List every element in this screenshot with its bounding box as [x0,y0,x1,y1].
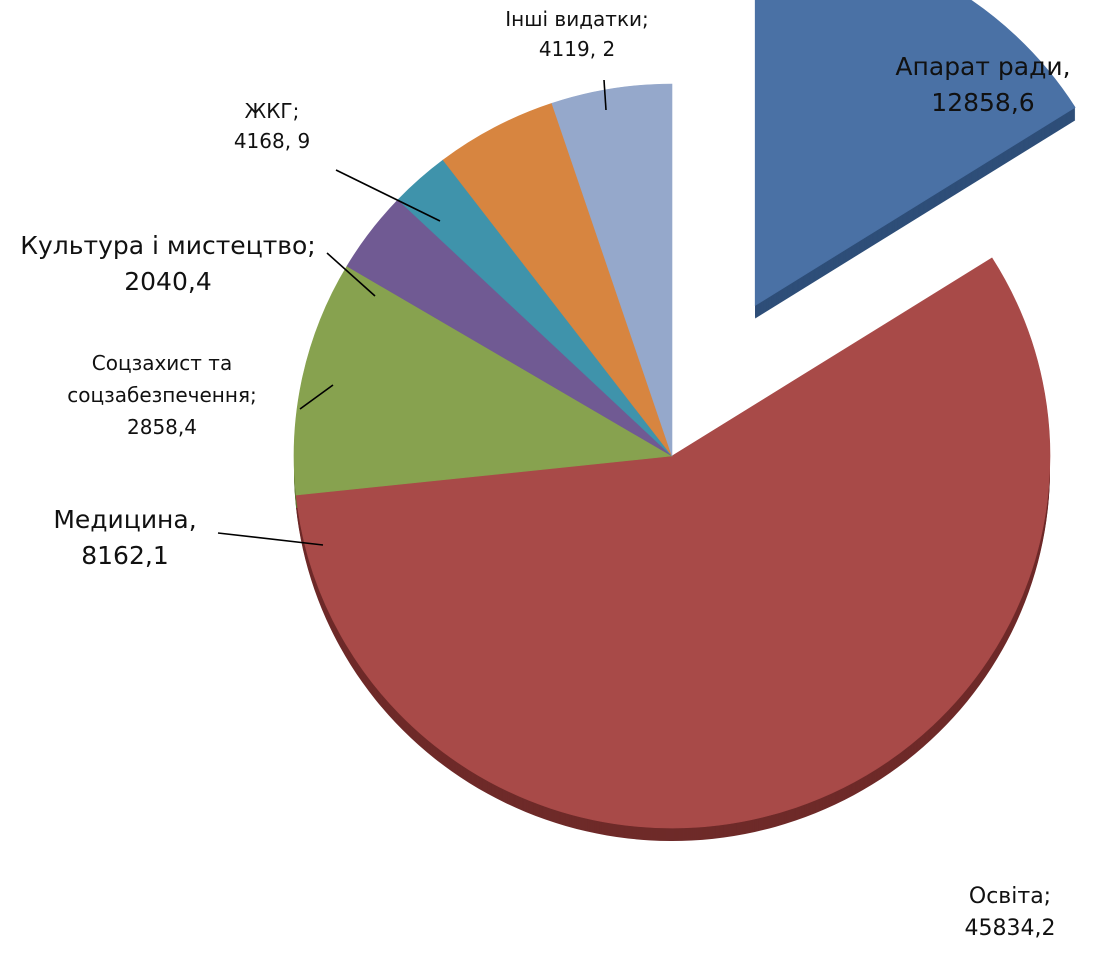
data-label-0-line-1: 12858,6 [931,88,1034,117]
data-label-2-line-1: 8162,1 [81,541,168,570]
data-label-1: Освіта; 45834,2 [965,884,1056,941]
leader-line-2 [217,532,324,546]
data-label-4-line-1: 2040,4 [124,267,211,296]
data-label-3-line-0: Соцзахист та [92,351,232,375]
data-label-1-line-1: 45834,2 [965,916,1056,941]
pie-slice-1 [295,257,1051,829]
leader-line-4 [326,252,376,297]
data-label-3-line-1: соцзабезпечення; [67,383,256,407]
pie-slice-0 [754,0,1076,306]
data-label-2-line-0: Медицина, [53,505,196,534]
pie-slice-6 [551,83,673,457]
data-label-6: Інші видатки; 4119, 2 [505,7,649,61]
pie-slices [293,0,1076,829]
leader-line-5 [335,169,441,222]
pie-slice-2 [293,265,673,496]
data-label-4-line-0: Культура і мистецтво; [20,231,315,260]
data-label-0: Апарат ради, 12858,6 [895,52,1070,117]
data-label-2: Медицина, 8162,1 [53,505,196,570]
leader-line-6 [603,79,607,111]
data-label-6-line-0: Інші видатки; [505,7,649,31]
data-label-6-line-1: 4119, 2 [539,37,615,61]
data-label-5-line-0: ЖКГ; [245,99,300,123]
data-label-3: Соцзахист та соцзабезпечення; 2858,4 [67,351,256,439]
data-label-0-line-0: Апарат ради, [895,52,1070,81]
data-label-1-line-0: Освіта; [969,884,1051,909]
data-label-5-line-1: 4168, 9 [234,129,310,153]
data-label-5: ЖКГ; 4168, 9 [234,99,310,153]
leader-line-3 [299,384,334,410]
data-label-4: Культура і мистецтво; 2040,4 [20,231,315,296]
data-label-3-line-2: 2858,4 [127,415,197,439]
